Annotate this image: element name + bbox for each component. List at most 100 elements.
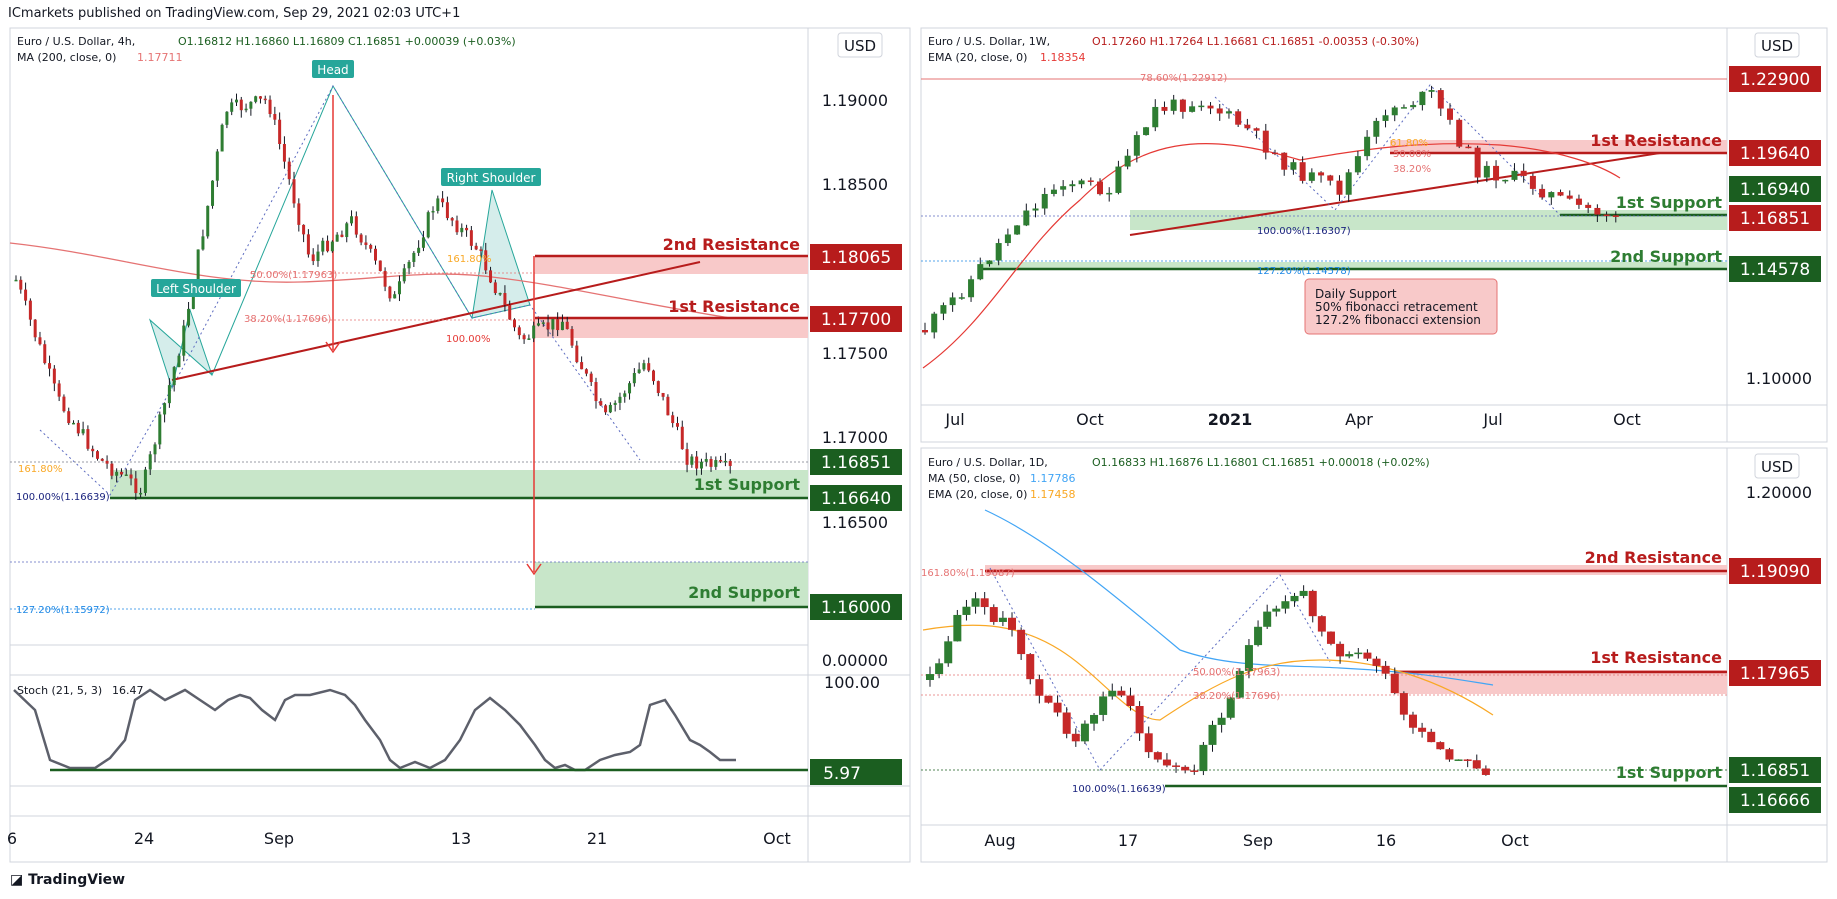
candle: [1400, 107, 1407, 109]
h4-ma200-line: [9, 242, 731, 319]
daily-s1-name: 1st Support: [1616, 763, 1723, 782]
candle: [1493, 165, 1500, 181]
h4-y-tick: 1.17500: [822, 344, 888, 363]
daily-fib-1618: 161.80%(1.19087): [921, 568, 1015, 579]
candle: [1520, 170, 1527, 176]
candle: [1235, 670, 1244, 698]
candle: [935, 663, 944, 675]
candle: [1456, 119, 1463, 147]
daily-currency-button[interactable]: [1754, 453, 1800, 479]
h4-currency-button[interactable]: [837, 32, 883, 58]
candle: [1181, 766, 1190, 771]
candle: [1189, 106, 1196, 112]
h4-current-price-tag: 1.16851: [821, 453, 891, 473]
daily-y-tick: 1.20000: [1746, 483, 1812, 502]
h4-left-shoulder-label: Left Shoulder: [156, 282, 236, 296]
candle: [369, 244, 373, 249]
candle: [685, 449, 689, 465]
candle: [1053, 702, 1062, 713]
h4-stoch-top-tick: 100.00: [824, 673, 880, 692]
candle: [1290, 595, 1299, 602]
candle: [728, 460, 732, 466]
candle: [584, 369, 588, 374]
candle: [1308, 590, 1317, 617]
h4-s1-price-tag: 1.16640: [821, 489, 891, 509]
candle: [977, 264, 984, 280]
candle: [172, 367, 176, 386]
candle: [1463, 759, 1472, 761]
candle: [62, 396, 66, 412]
candle: [1254, 626, 1263, 646]
h4-right-shoulder-label: Right Shoulder: [447, 171, 536, 185]
weekly-r1-name: 1st Resistance: [1590, 131, 1722, 150]
h4-stoch-line: [13, 688, 736, 772]
candle: [1557, 192, 1564, 196]
candle: [1106, 192, 1113, 195]
candle: [723, 460, 727, 463]
weekly-y-tick: 1.10000: [1746, 369, 1812, 388]
weekly-x-tick: Jul: [944, 410, 964, 429]
candle: [388, 286, 392, 299]
weekly-r2-price-tag: 1.22900: [1740, 70, 1810, 90]
h4-stoch-label: Stoch (21, 5, 3): [17, 684, 102, 697]
candle: [995, 243, 1002, 261]
candle: [244, 108, 248, 111]
candle: [57, 383, 61, 397]
tradingview-logo-label: TradingView: [28, 872, 126, 888]
h4-currency-label: USD: [844, 37, 876, 55]
daily-ohlc: O1.16833 H1.16876 L1.16801 C1.16851 +0.0…: [1092, 456, 1430, 469]
candle: [1078, 180, 1085, 185]
candle: [989, 607, 998, 622]
candle: [1023, 210, 1030, 226]
weekly-current-price-tag: 1.16851: [1740, 209, 1810, 229]
candle: [508, 304, 512, 320]
candle: [148, 454, 152, 470]
daily-current-price-tag: 1.16851: [1740, 761, 1810, 781]
candle: [926, 674, 934, 680]
weekly-currency-button[interactable]: [1754, 32, 1800, 58]
candle: [503, 293, 507, 305]
h4-x-tick: 13: [451, 829, 471, 848]
candle: [187, 308, 191, 326]
candle: [220, 124, 224, 152]
candle: [469, 230, 473, 246]
candle: [962, 606, 971, 615]
h4-fib-100: 100.00%(1.16639): [16, 492, 110, 503]
candle: [306, 234, 310, 255]
candle: [1026, 654, 1035, 680]
candle: [1281, 601, 1290, 609]
candle: [1108, 690, 1117, 697]
weekly-note-line2: 50% fibonacci retracement: [1315, 300, 1478, 314]
candle: [417, 247, 421, 253]
candle: [546, 322, 550, 330]
candle: [1308, 172, 1315, 181]
candle: [1217, 717, 1226, 725]
publish-header: ICmarkets published on TradingView.com, …: [8, 6, 461, 21]
candle: [1133, 135, 1140, 156]
candle: [1481, 768, 1490, 775]
candle: [455, 220, 459, 233]
candle: [225, 111, 229, 125]
candle: [191, 286, 195, 309]
candle: [1272, 608, 1281, 612]
candle: [589, 373, 593, 383]
candle: [474, 245, 478, 250]
candle: [493, 282, 497, 294]
candle: [182, 325, 186, 356]
candle: [608, 404, 612, 413]
candle: [1041, 193, 1048, 209]
h4-fib-50: 50.00%(1.17963): [250, 270, 337, 281]
h4-x-tick: Sep: [264, 829, 294, 848]
candle: [1069, 184, 1076, 187]
candle: [115, 471, 119, 476]
weekly-x-tick: Jul: [1482, 410, 1502, 429]
candle: [1428, 90, 1435, 92]
candle: [637, 369, 641, 374]
candle: [980, 598, 989, 608]
weekly-ema-value: 1.18354: [1040, 51, 1086, 64]
tradingview-logo[interactable]: ◪ TradingView: [10, 872, 125, 888]
candle: [517, 327, 521, 336]
daily-fib-382: 38.20%(1.17696): [1193, 691, 1280, 702]
candle: [67, 411, 71, 424]
candle: [1390, 673, 1399, 694]
